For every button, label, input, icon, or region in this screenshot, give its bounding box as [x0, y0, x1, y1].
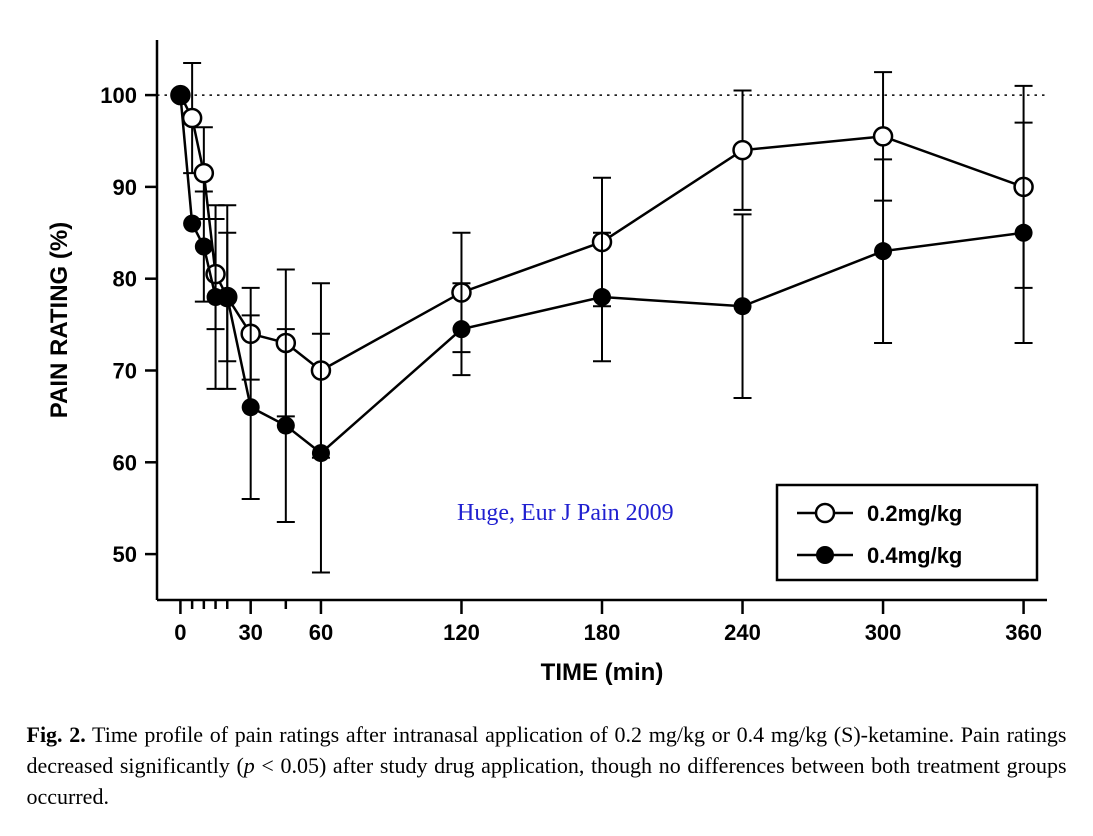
svg-text:0.2mg/kg: 0.2mg/kg: [867, 501, 962, 526]
caption-label: Fig. 2.: [27, 722, 86, 747]
svg-text:120: 120: [443, 620, 480, 645]
figure-caption: Fig. 2. Time profile of pain ratings aft…: [27, 720, 1067, 812]
svg-text:70: 70: [112, 358, 136, 383]
svg-text:0.4mg/kg: 0.4mg/kg: [867, 543, 962, 568]
caption-p: p: [244, 753, 255, 778]
chart-svg: 50 60 70 80 90 100 PAIN RATING (%) 0 30 60 120 180 2…: [27, 20, 1067, 700]
pain-rating-chart: 50 60 70 80 90 100 PAIN RATING (%) 0 30 60 120 180 2…: [27, 20, 1067, 700]
svg-text:360: 360: [1005, 620, 1042, 645]
svg-text:100: 100: [100, 83, 137, 108]
svg-text:300: 300: [864, 620, 901, 645]
svg-text:Huge, Eur J Pain 2009: Huge, Eur J Pain 2009: [457, 500, 674, 526]
svg-text:60: 60: [308, 620, 332, 645]
svg-text:90: 90: [112, 175, 136, 200]
svg-text:0: 0: [174, 620, 186, 645]
svg-text:PAIN RATING (%): PAIN RATING (%): [46, 222, 73, 418]
svg-text:50: 50: [112, 542, 136, 567]
svg-text:80: 80: [112, 267, 136, 292]
svg-text:30: 30: [238, 620, 262, 645]
svg-text:180: 180: [583, 620, 620, 645]
svg-text:60: 60: [112, 450, 136, 475]
svg-text:TIME (min): TIME (min): [540, 659, 663, 686]
svg-text:240: 240: [724, 620, 761, 645]
